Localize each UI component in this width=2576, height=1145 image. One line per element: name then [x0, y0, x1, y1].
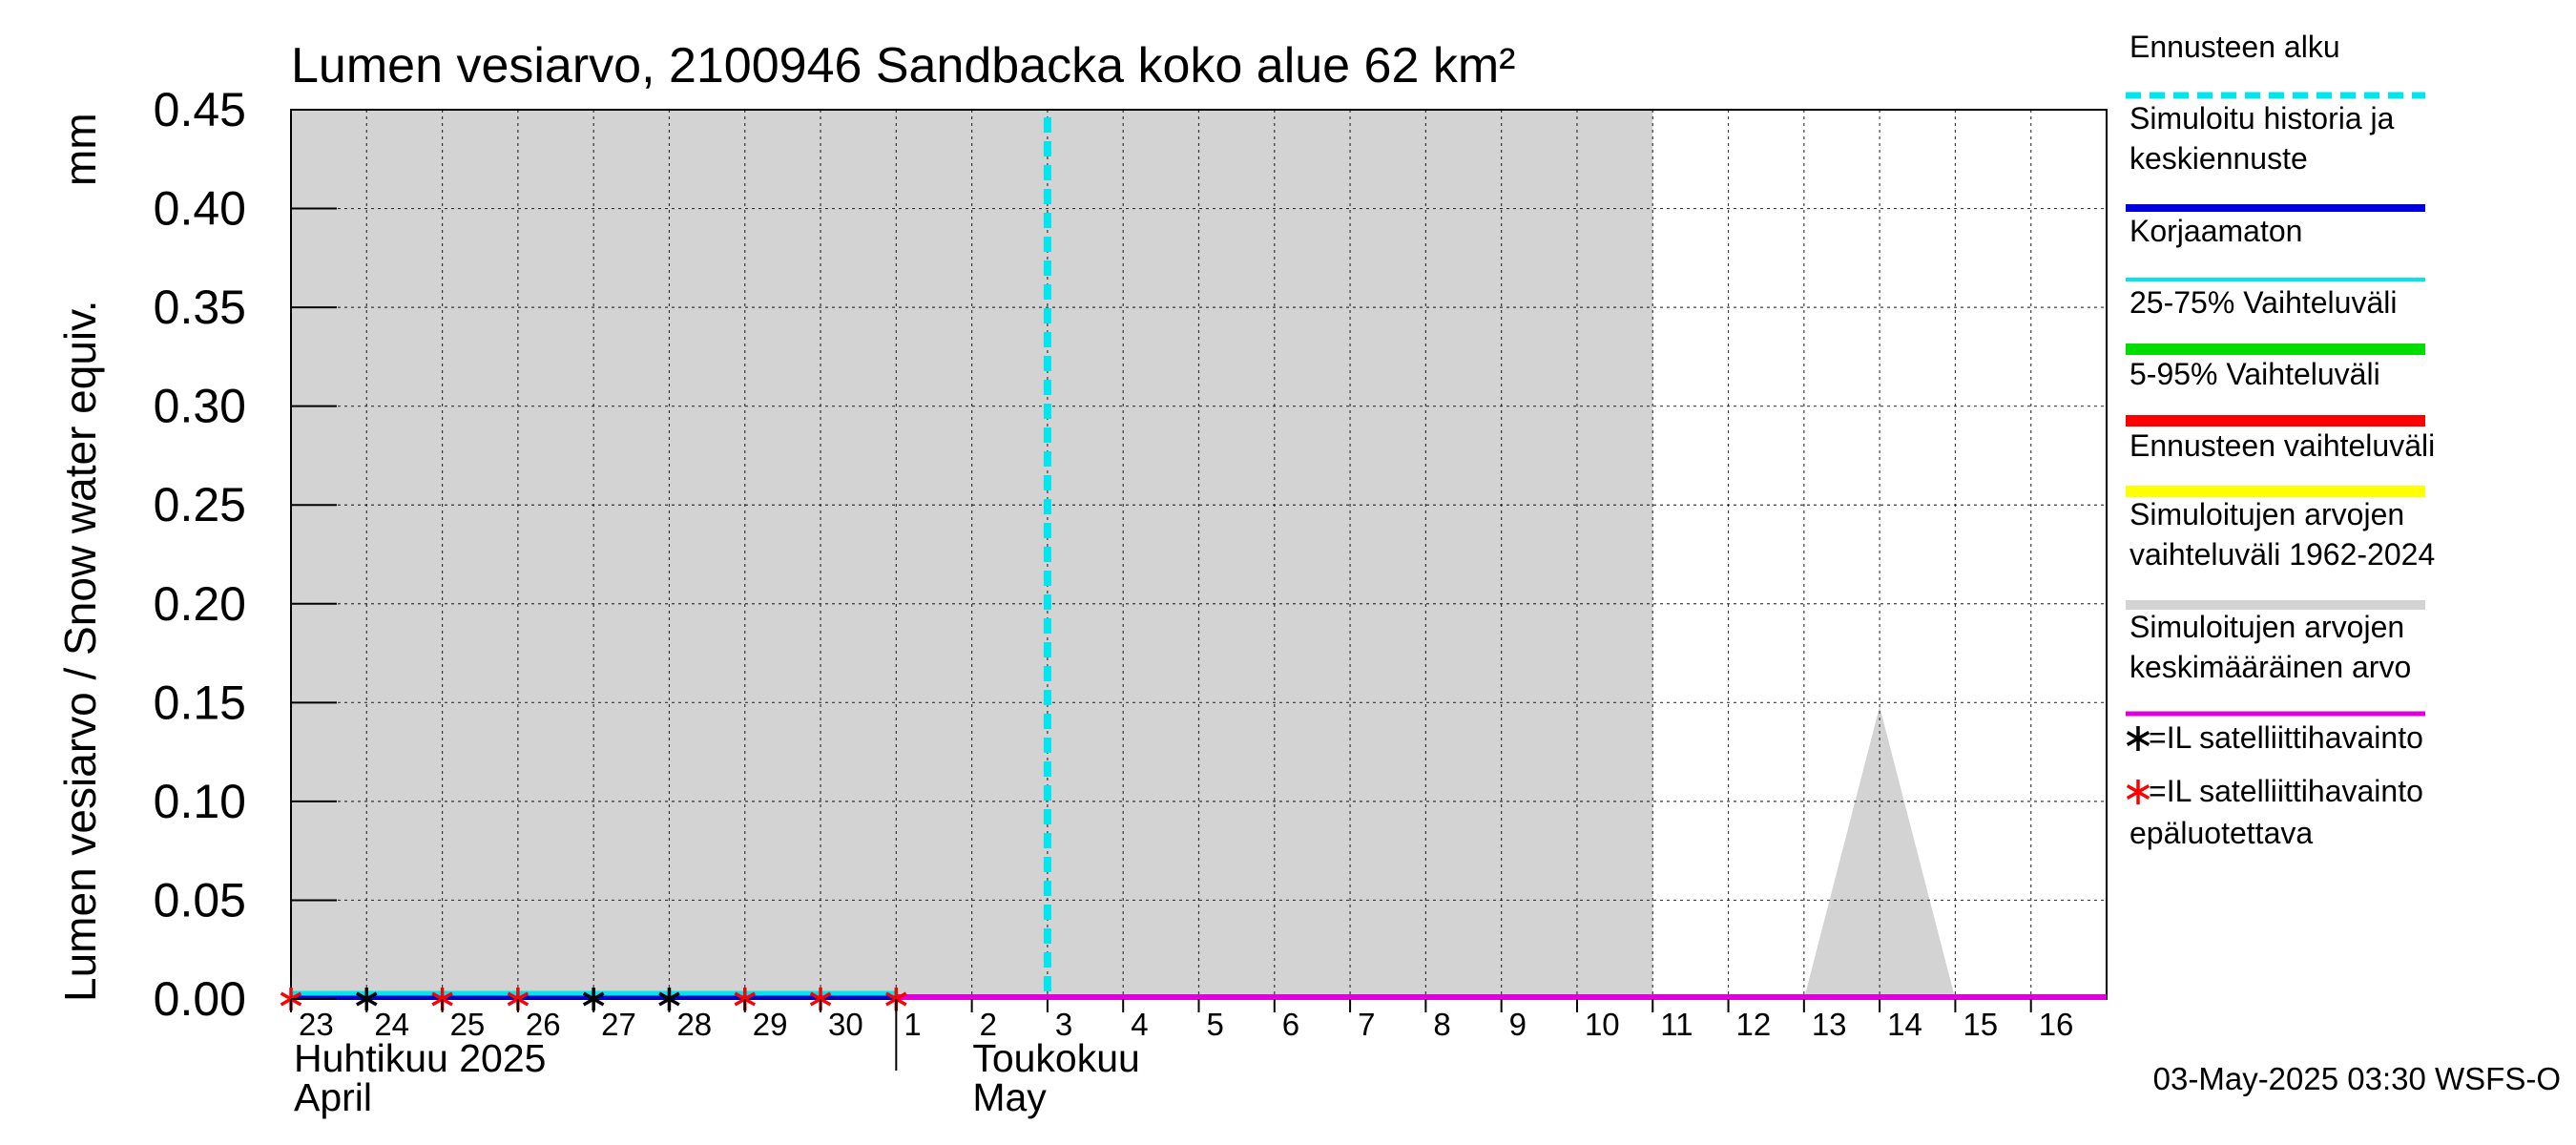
y-tick-label: 0.00 — [154, 972, 246, 1026]
legend-label: keskiennuste — [2129, 141, 2308, 176]
y-tick-label: 0.45 — [154, 83, 246, 136]
x-tick-label: 29 — [753, 1007, 788, 1042]
x-tick-label: 6 — [1282, 1007, 1299, 1042]
chart-title: Lumen vesiarvo, 2100946 Sandbacka koko a… — [291, 38, 1515, 94]
y-tick-label: 0.25 — [154, 478, 246, 531]
footer-timestamp: 03-May-2025 03:30 WSFS-O — [2153, 1061, 2561, 1096]
y-axis-unit: mm — [55, 113, 105, 186]
legend-label: 5-95% Vaihteluväli — [2129, 357, 2380, 391]
legend-label: Simuloitu historia ja — [2129, 101, 2395, 135]
legend-star-icon — [2126, 780, 2150, 804]
x-tick-label: 13 — [1812, 1007, 1847, 1042]
legend-label: Ennusteen alku — [2129, 30, 2340, 64]
y-tick-label: 0.05 — [154, 873, 246, 926]
y-tick-label: 0.10 — [154, 775, 246, 828]
legend-label: Ennusteen vaihteluväli — [2129, 428, 2435, 463]
legend-label: Simuloitujen arvojen — [2129, 497, 2404, 531]
legend-star-icon — [2126, 726, 2150, 751]
legend-label: =IL satelliittihavainto — [2149, 774, 2423, 808]
legend-label: keskimääräinen arvo — [2129, 650, 2411, 684]
legend-label: Simuloitujen arvojen — [2129, 610, 2404, 644]
x-tick-label: 9 — [1509, 1007, 1527, 1042]
x-tick-label: 3 — [1055, 1007, 1072, 1042]
y-tick-label: 0.40 — [154, 182, 246, 236]
x-tick-label: 4 — [1131, 1007, 1148, 1042]
legend-label: vaihteluväli 1962-2024 — [2129, 537, 2435, 572]
x-tick-label: 27 — [601, 1007, 636, 1042]
y-tick-label: 0.20 — [154, 577, 246, 631]
x-tick-label: 16 — [2039, 1007, 2074, 1042]
x-tick-label: 25 — [450, 1007, 486, 1042]
x-tick-label: 15 — [1963, 1007, 1998, 1042]
month-label-en: May — [972, 1075, 1047, 1119]
x-tick-label: 28 — [676, 1007, 712, 1042]
x-tick-label: 5 — [1207, 1007, 1224, 1042]
x-tick-label: 1 — [904, 1007, 921, 1042]
legend-label: Korjaamaton — [2129, 214, 2302, 248]
y-axis-label: Lumen vesiarvo / Snow water equiv. — [55, 300, 105, 1002]
month-label-fi: Toukokuu — [972, 1036, 1140, 1080]
y-tick-label: 0.30 — [154, 380, 246, 433]
x-tick-label: 14 — [1887, 1007, 1922, 1042]
legend-label: =IL satelliittihavainto — [2149, 720, 2423, 755]
x-tick-label: 7 — [1358, 1007, 1375, 1042]
x-tick-label: 2 — [980, 1007, 997, 1042]
month-label-fi: Huhtikuu 2025 — [294, 1036, 546, 1080]
month-label-en: April — [294, 1075, 372, 1119]
x-tick-label: 23 — [299, 1007, 334, 1042]
y-tick-label: 0.35 — [154, 281, 246, 334]
x-tick-label: 30 — [828, 1007, 863, 1042]
x-tick-label: 12 — [1736, 1007, 1772, 1042]
x-tick-label: 8 — [1433, 1007, 1450, 1042]
x-tick-label: 11 — [1660, 1007, 1693, 1042]
y-tick-label: 0.15 — [154, 676, 246, 729]
x-tick-label: 10 — [1585, 1007, 1620, 1042]
x-tick-label: 26 — [526, 1007, 561, 1042]
x-tick-label: 24 — [374, 1007, 409, 1042]
legend-label: 25-75% Vaihteluväli — [2129, 285, 2397, 320]
legend-label: epäluotettava — [2129, 816, 2313, 850]
